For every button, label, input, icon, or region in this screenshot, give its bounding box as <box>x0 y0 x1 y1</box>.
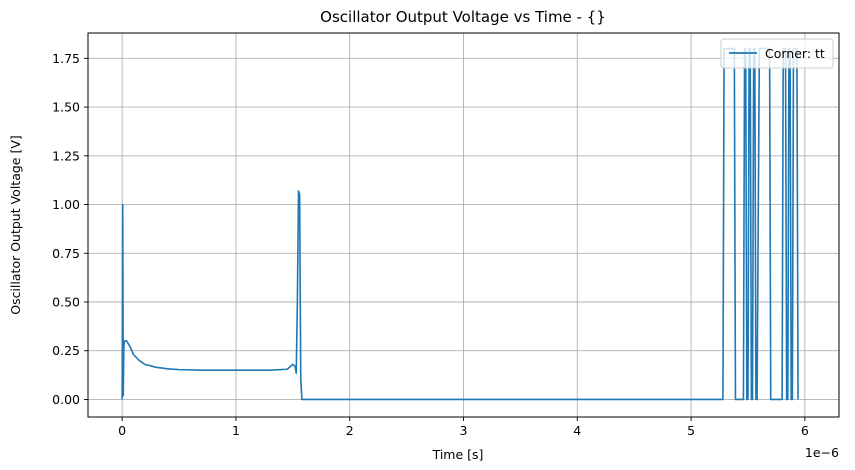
x-tick-label: 2 <box>346 423 354 438</box>
x-tick-label: 4 <box>573 423 581 438</box>
series-layer <box>121 47 799 401</box>
series-line <box>121 47 799 401</box>
x-tick-label: 0 <box>118 423 126 438</box>
y-tick-label: 1.50 <box>52 100 80 115</box>
legend-box <box>720 38 834 69</box>
y-axis-label: Oscillator Output Voltage [V] <box>8 135 23 315</box>
y-tick-label: 0.25 <box>52 343 80 358</box>
y-tick-label: 0.00 <box>52 392 80 407</box>
y-tick-label: 0.50 <box>52 294 80 309</box>
x-tick-label: 3 <box>460 423 468 438</box>
legend-label: Corner: tt <box>765 46 825 61</box>
x-axis-label: Time [s] <box>432 447 484 462</box>
x-axis-scale-label: 1e−6 <box>805 445 839 460</box>
grid <box>88 33 839 417</box>
x-tick-label: 6 <box>801 423 809 438</box>
x-axis-ticks: 0 1 2 3 4 5 6 <box>118 417 809 438</box>
x-tick-label: 5 <box>687 423 695 438</box>
chart-title: Oscillator Output Voltage vs Time - {} <box>320 8 606 26</box>
y-tick-label: 1.75 <box>52 51 80 66</box>
y-axis-ticks: 0.00 0.25 0.50 0.75 1.00 1.25 1.50 1.75 <box>52 51 88 407</box>
y-tick-label: 1.00 <box>52 197 80 212</box>
legend: Corner: tt <box>720 38 834 69</box>
x-tick-label: 1 <box>232 423 240 438</box>
y-tick-label: 1.25 <box>52 148 80 163</box>
y-tick-label: 0.75 <box>52 246 80 261</box>
